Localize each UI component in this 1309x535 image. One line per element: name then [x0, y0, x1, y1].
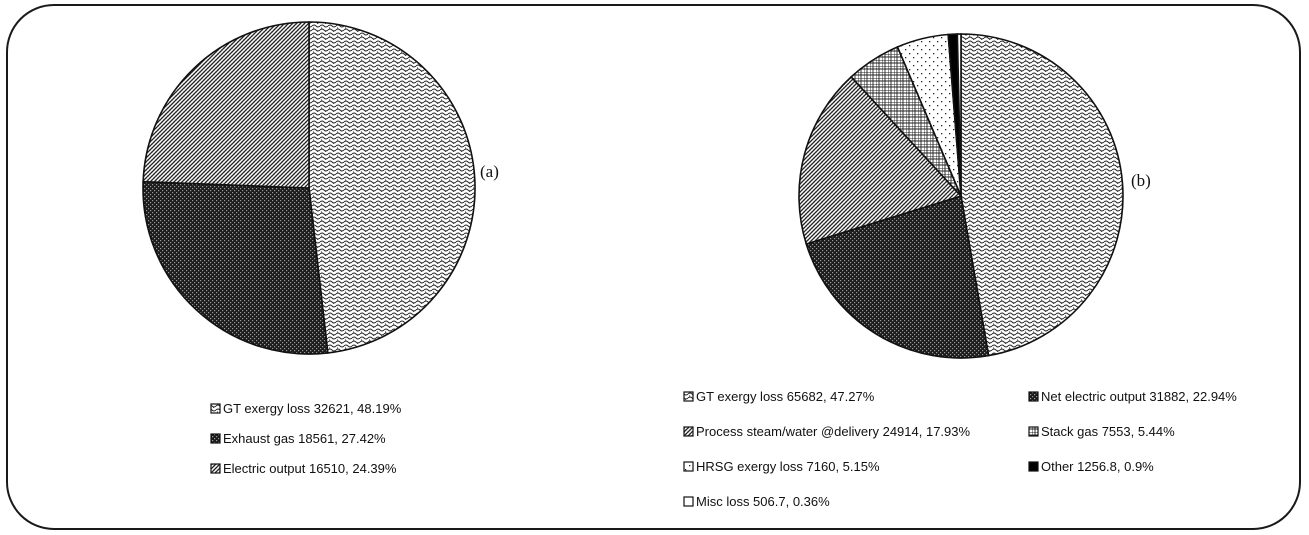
legend-1-swatch-0: [683, 391, 694, 402]
legend-1-label-2: Process steam/water @delivery 24914, 17.…: [696, 424, 970, 439]
legend-1-swatch-6: [683, 496, 694, 507]
legend-0-swatch-0: [210, 403, 221, 414]
pie-0-slice-0: [308, 21, 476, 354]
pie-0-slice-1: [142, 180, 329, 355]
pie-1-slice-6: [956, 33, 962, 197]
legend-0-label-0: GT exergy loss 32621, 48.19%: [223, 401, 402, 416]
pie-chart-a: [142, 21, 476, 355]
legend-1-label-0: GT exergy loss 65682, 47.27%: [696, 389, 875, 404]
legend-1-swatch-3: [1028, 426, 1039, 437]
legend-1-label-1: Net electric output 31882, 22.94%: [1041, 389, 1237, 404]
legend-1-label-4: HRSG exergy loss 7160, 5.15%: [696, 459, 880, 474]
legend-0-label-1: Exhaust gas 18561, 27.42%: [223, 431, 386, 446]
legend-0-label-2: Electric output 16510, 24.39%: [223, 461, 397, 476]
pie-chart-b: [798, 33, 1124, 359]
legend-b: GT exergy loss 65682, 47.27% Net electric…: [683, 389, 1237, 509]
legend-1-swatch-4: [683, 461, 694, 472]
legend-1-label-3: Stack gas 7553, 5.44%: [1041, 424, 1175, 439]
legend-1-swatch-5: [1028, 461, 1039, 472]
pie-0-slice-2: [142, 21, 310, 189]
panel-label-a: (a): [480, 162, 499, 181]
pie-1-slice-1: [805, 194, 990, 359]
legend-0-swatch-2: [210, 463, 221, 474]
pie-1-slice-0: [960, 33, 1124, 357]
legend-1-label-6: Misc loss 506.7, 0.36%: [696, 494, 830, 509]
legend-0-swatch-1: [210, 433, 221, 444]
pie-1-slice-2: [798, 75, 963, 245]
panel-label-b: (b): [1131, 171, 1151, 190]
legend-1-swatch-1: [1028, 391, 1039, 402]
figure-frame: [6, 4, 1301, 530]
legend-a: GT exergy loss 32621, 48.19% Exhaust gas …: [210, 401, 402, 476]
legend-1-swatch-2: [683, 426, 694, 437]
legend-1-label-5: Other 1256.8, 0.9%: [1041, 459, 1154, 474]
